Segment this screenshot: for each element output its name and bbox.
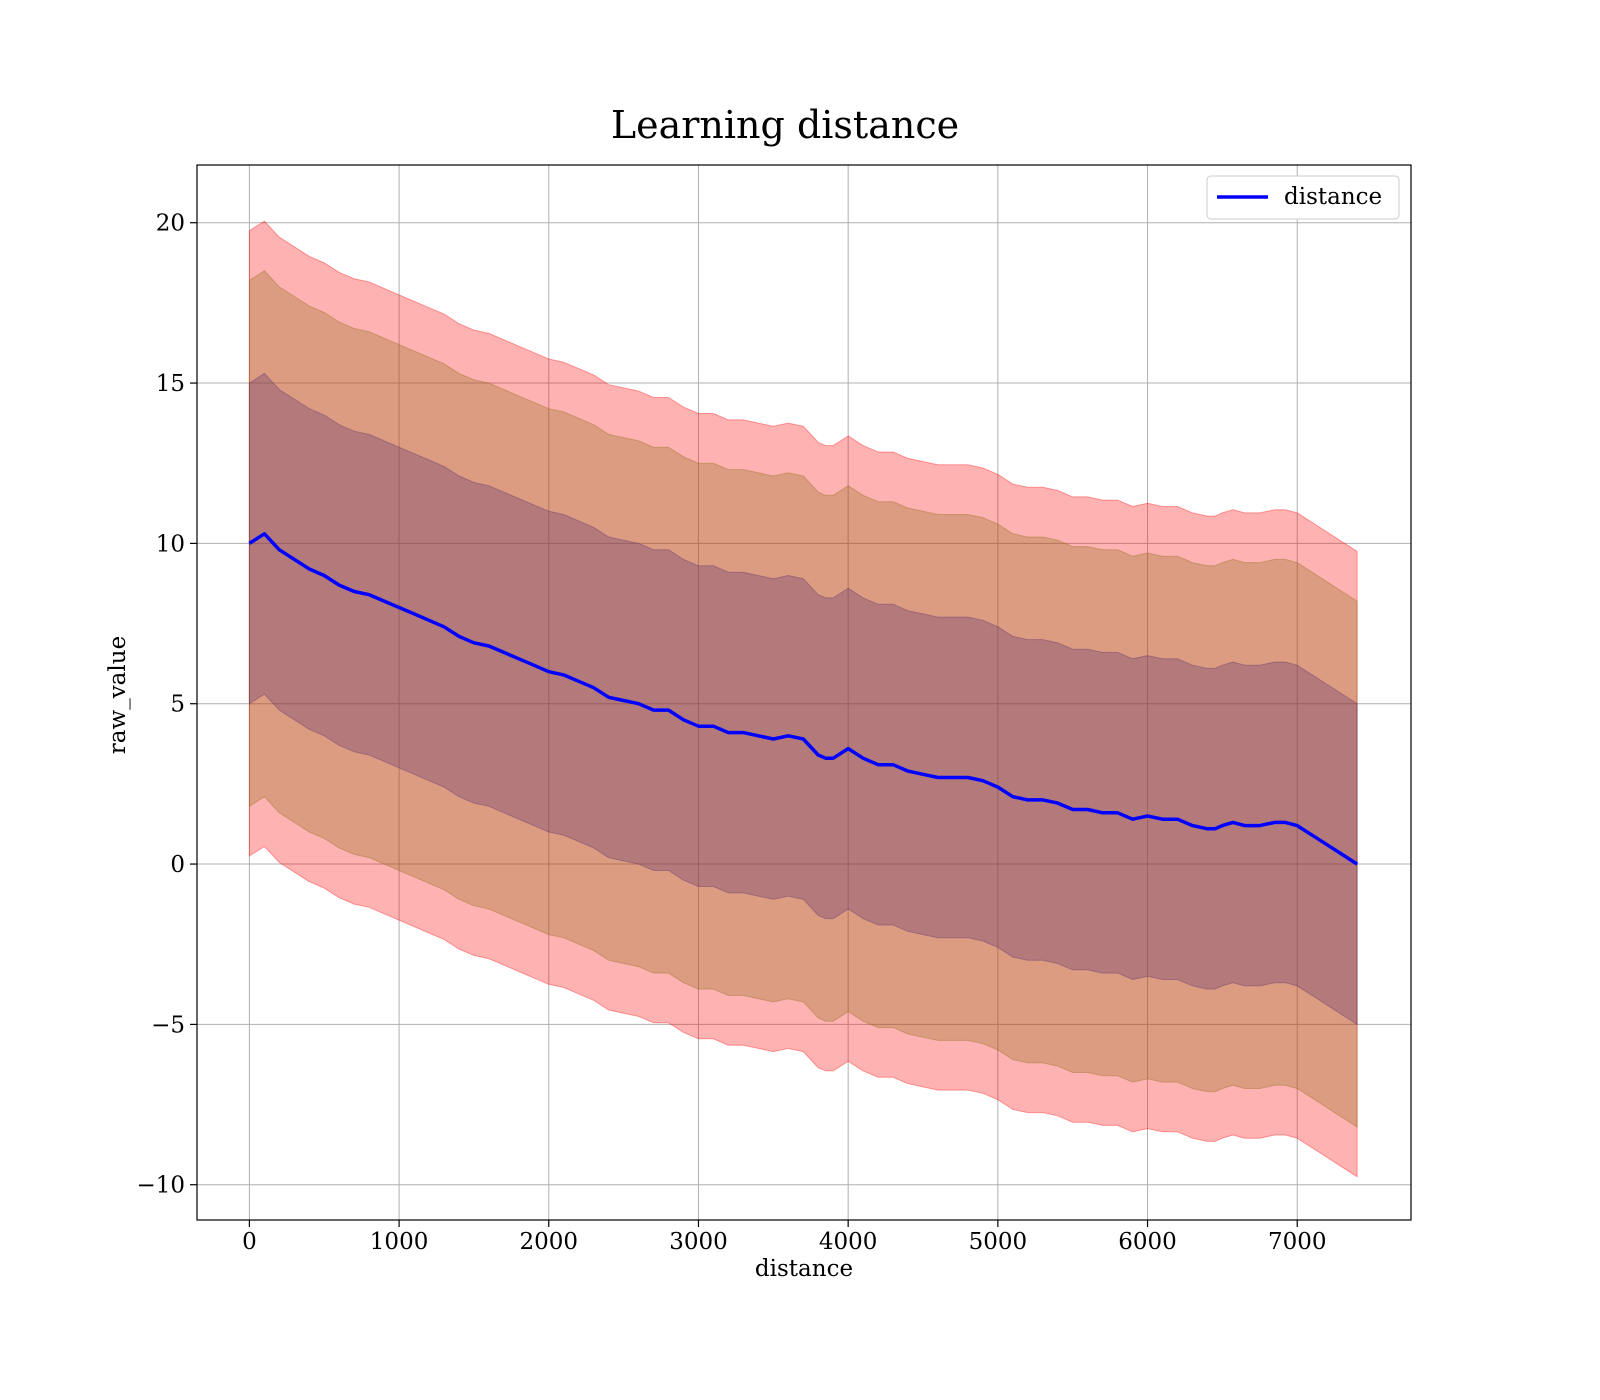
- y-axis-label: raw_value: [105, 636, 131, 754]
- x-tick-label: 2000: [520, 1229, 579, 1255]
- grid-lines: [197, 165, 1411, 1220]
- plot-frame: [196, 164, 1412, 1221]
- series-line-distance: [248, 532, 1359, 866]
- band-2: [248, 372, 1358, 1026]
- series-lines: [248, 532, 1359, 866]
- y-tick-label: 10: [156, 531, 185, 557]
- y-tick-label: −10: [136, 1173, 185, 1199]
- band-0: [248, 220, 1358, 1178]
- y-tick-label: 20: [156, 211, 185, 237]
- y-tick-label: 0: [170, 852, 185, 878]
- legend-label: distance: [1284, 184, 1382, 210]
- x-tick-label: 6000: [1118, 1229, 1177, 1255]
- y-tick-label: −5: [151, 1012, 185, 1038]
- legend: distance: [1206, 175, 1400, 220]
- y-tick-label: 15: [156, 371, 185, 397]
- band-1: [248, 270, 1358, 1128]
- legend-box: [1206, 175, 1400, 220]
- x-tick-label: 3000: [669, 1229, 728, 1255]
- x-tick-label: 1000: [370, 1229, 429, 1255]
- x-tick-label: 0: [242, 1229, 257, 1255]
- x-axis-label: distance: [755, 1256, 853, 1282]
- chart-title: Learning distance: [611, 103, 959, 147]
- y-axis-ticks: −10 −5 0 5 10 15 20: [136, 211, 197, 1199]
- x-tick-label: 4000: [819, 1229, 878, 1255]
- uncertainty-bands: [248, 220, 1358, 1178]
- x-axis-ticks: 0 1000 2000 3000 4000 5000 6000 7000: [242, 1220, 1327, 1255]
- x-tick-label: 5000: [969, 1229, 1028, 1255]
- y-tick-label: 5: [170, 692, 185, 718]
- x-tick-label: 7000: [1268, 1229, 1327, 1255]
